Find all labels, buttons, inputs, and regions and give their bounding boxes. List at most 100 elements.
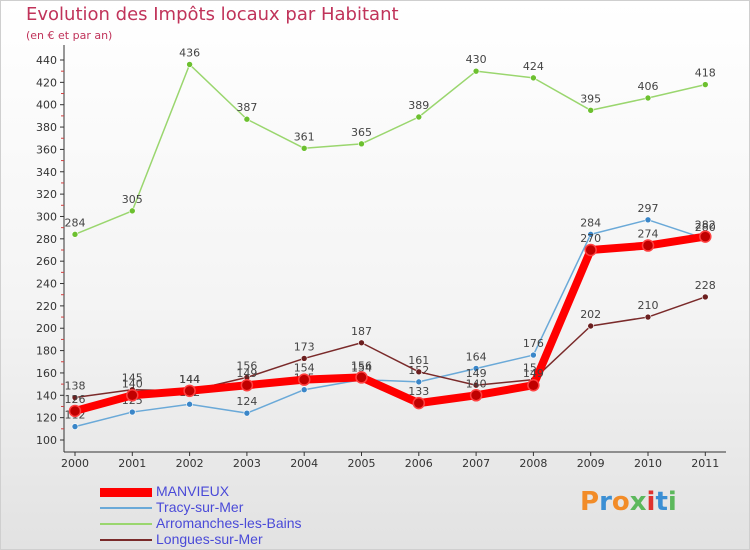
data-label: 149 [236, 367, 257, 380]
data-label: 164 [466, 350, 487, 363]
y-tick-label: 360 [36, 143, 57, 156]
data-label: 430 [466, 53, 487, 66]
data-label: 274 [638, 228, 659, 241]
series-line-MANVIEUX [71, 232, 710, 415]
chart-subtitle: (en € et par an) [26, 29, 113, 42]
data-label: 284 [580, 216, 601, 229]
legend-swatch [100, 523, 152, 525]
data-point [415, 368, 423, 376]
data-label: 280 [695, 221, 716, 234]
data-point [300, 144, 308, 152]
data-label: 387 [236, 101, 257, 114]
y-tick-label: 180 [36, 345, 57, 358]
logo-letter: i [646, 487, 656, 517]
x-tick-label: 2001 [118, 457, 146, 470]
data-point [701, 81, 709, 88]
data-label: 144 [179, 373, 200, 386]
data-label: 202 [580, 308, 601, 321]
y-tick-label: 280 [36, 233, 57, 246]
legend-swatch [100, 539, 152, 541]
data-point [412, 396, 426, 410]
y-tick-label: 220 [36, 300, 57, 313]
data-label: 161 [408, 354, 429, 367]
data-point [129, 408, 136, 416]
data-point [644, 94, 652, 102]
data-point [300, 355, 308, 362]
data-point [243, 409, 251, 417]
data-label: 270 [580, 232, 601, 245]
series-line-Longues-sur-Mer [74, 296, 707, 399]
data-point [240, 378, 254, 392]
y-tick-label: 160 [36, 367, 57, 380]
data-label: 124 [236, 395, 257, 408]
data-label: 133 [408, 385, 429, 398]
data-label: 406 [638, 80, 659, 93]
data-point [641, 239, 655, 252]
data-label: 126 [65, 393, 86, 406]
data-point [584, 243, 597, 257]
y-tick-label: 200 [36, 322, 57, 335]
x-tick-label: 2007 [462, 457, 490, 470]
data-point [186, 61, 193, 68]
proxiti-logo: Proxiti [580, 487, 677, 517]
x-tick-label: 2011 [691, 457, 719, 470]
data-point [530, 74, 537, 82]
x-tick-label: 2000 [61, 457, 89, 470]
data-label: 297 [638, 202, 659, 215]
x-tick-label: 2002 [176, 457, 204, 470]
x-tick-label: 2009 [577, 457, 605, 470]
logo-letter: o [611, 487, 630, 517]
data-label: 154 [294, 362, 315, 375]
legend-swatch [100, 507, 152, 509]
y-tick-label: 400 [36, 99, 57, 112]
data-point [472, 67, 480, 75]
y-tick-label: 420 [36, 76, 57, 89]
data-point [701, 293, 709, 301]
y-tick-label: 300 [36, 210, 57, 223]
series-line-Tracy-sur-Mer [74, 219, 707, 428]
data-point [699, 230, 712, 243]
data-label: 361 [294, 130, 315, 143]
x-tick-label: 2010 [634, 457, 662, 470]
y-tick-label: 320 [36, 188, 57, 201]
data-label: 154 [351, 362, 372, 375]
data-point [530, 351, 537, 359]
legend-label: Arromanches-les-Bains [156, 515, 302, 531]
y-tick-label: 240 [36, 278, 57, 291]
data-label: 138 [65, 380, 86, 393]
y-tick-label: 340 [36, 166, 57, 179]
data-point [183, 384, 196, 398]
data-label: 228 [695, 279, 716, 292]
data-label: 305 [122, 193, 143, 206]
data-point [415, 378, 423, 386]
data-label: 365 [351, 126, 372, 139]
data-label: 173 [294, 340, 315, 353]
data-label: 389 [408, 99, 429, 112]
data-label: 144 [179, 373, 200, 386]
data-label: 187 [351, 325, 372, 338]
legend-label: Longues-sur-Mer [156, 531, 263, 547]
data-point [644, 313, 652, 321]
y-tick-label: 440 [36, 54, 57, 67]
data-label: 210 [638, 299, 659, 312]
data-point [186, 400, 193, 408]
data-point [300, 386, 308, 394]
logo-letter: i [667, 487, 677, 517]
legend-label: Tracy-sur-Mer [156, 499, 244, 515]
data-label: 284 [65, 216, 86, 229]
data-point [358, 140, 365, 148]
logo-letter: r [599, 487, 612, 517]
data-point [415, 113, 423, 121]
data-point [587, 322, 595, 330]
data-point [472, 365, 480, 372]
legend-swatch [100, 487, 152, 497]
data-point [472, 381, 480, 389]
data-point [587, 106, 595, 114]
data-point [644, 216, 652, 224]
data-label: 149 [466, 367, 487, 380]
data-label: 395 [580, 92, 601, 105]
x-tick-label: 2008 [519, 457, 547, 470]
x-tick-label: 2005 [348, 457, 376, 470]
data-point [71, 423, 79, 430]
